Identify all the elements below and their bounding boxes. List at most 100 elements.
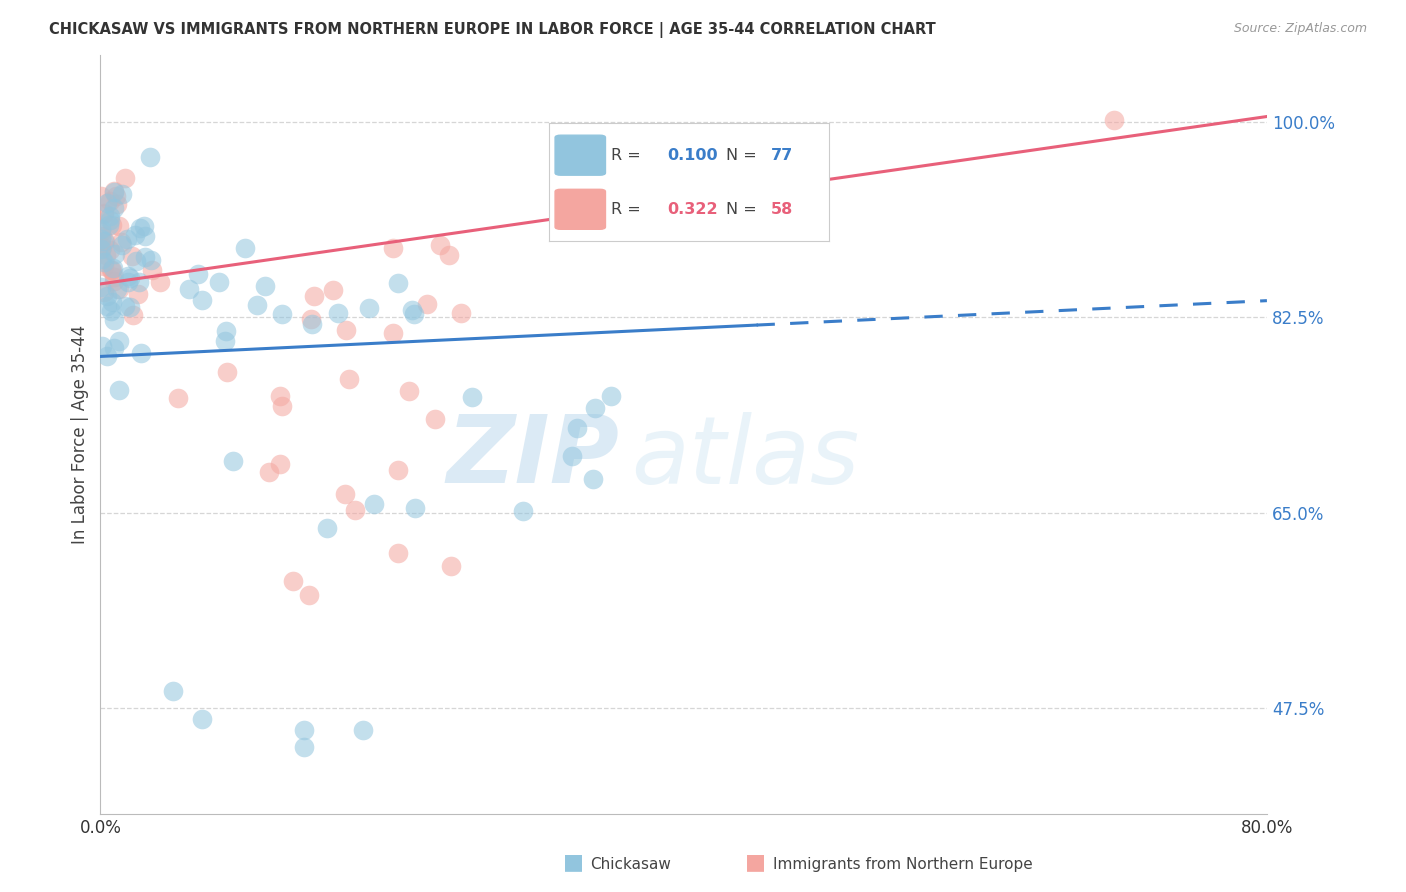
Point (101, 261, 124, 276)
Point (381, 241, 404, 255)
Point (114, 299, 136, 313)
Point (387, 463, 409, 477)
Point (352, 723, 374, 738)
Point (105, 282, 128, 296)
Point (567, 420, 589, 434)
Point (98, 194, 121, 208)
Point (215, 324, 238, 338)
Point (104, 188, 127, 202)
Point (402, 307, 425, 321)
Point (117, 232, 139, 246)
Point (343, 503, 366, 517)
Point (583, 401, 606, 415)
Point (93, 260, 115, 274)
Point (294, 739, 316, 754)
Point (103, 201, 125, 215)
Point (208, 275, 231, 289)
Point (96, 299, 118, 313)
Point (283, 574, 305, 588)
Point (91, 229, 114, 244)
Point (93, 207, 115, 221)
Point (100, 243, 122, 257)
Text: Immigrants from Northern Europe: Immigrants from Northern Europe (773, 857, 1033, 872)
Point (121, 250, 143, 264)
Point (398, 384, 420, 399)
Point (96, 289, 118, 303)
Point (120, 271, 142, 285)
Point (190, 293, 212, 308)
Point (134, 228, 156, 243)
Point (294, 723, 316, 738)
Point (90, 239, 112, 253)
Point (124, 227, 146, 242)
Point (90, 252, 112, 267)
Point (599, 388, 621, 402)
Point (437, 247, 460, 261)
Text: ■: ■ (745, 853, 766, 872)
Point (96, 196, 118, 211)
Point (103, 275, 125, 289)
Point (93, 206, 115, 220)
Point (363, 497, 385, 511)
Point (214, 334, 236, 348)
Point (108, 219, 131, 234)
Point (359, 301, 381, 315)
Point (90, 221, 112, 235)
Point (118, 300, 141, 314)
Point (1102, 112, 1125, 127)
Point (316, 521, 339, 535)
Point (269, 457, 291, 471)
Text: ZIP: ZIP (447, 411, 620, 503)
Point (128, 275, 150, 289)
Point (122, 308, 145, 322)
Point (401, 303, 423, 318)
Point (108, 281, 131, 295)
Point (141, 262, 163, 277)
Point (429, 238, 451, 252)
Point (103, 341, 125, 355)
Point (114, 170, 136, 185)
Point (322, 283, 344, 297)
Point (134, 250, 156, 264)
Point (304, 289, 326, 303)
Point (111, 238, 134, 252)
Point (110, 235, 132, 249)
Point (93, 254, 115, 268)
Point (129, 221, 152, 235)
Point (301, 317, 323, 331)
Point (269, 389, 291, 403)
Point (149, 276, 172, 290)
Point (512, 504, 534, 518)
Point (94, 248, 117, 262)
Point (90, 279, 112, 293)
Point (440, 558, 463, 573)
Point (387, 277, 409, 291)
Point (423, 411, 446, 425)
Point (103, 185, 125, 199)
Point (90, 225, 112, 239)
Point (91, 339, 114, 353)
Text: CHICKASAW VS IMMIGRANTS FROM NORTHERN EUROPE IN LABOR FORCE | AGE 35-44 CORRELAT: CHICKASAW VS IMMIGRANTS FROM NORTHERN EU… (49, 22, 936, 38)
Point (103, 270, 125, 285)
Point (103, 313, 125, 327)
Point (404, 501, 426, 516)
Point (127, 286, 149, 301)
Text: atlas: atlas (631, 412, 859, 503)
Point (298, 588, 321, 602)
Point (97, 218, 120, 232)
Point (222, 454, 245, 468)
Point (335, 323, 357, 337)
Point (582, 472, 605, 486)
Point (103, 246, 125, 260)
Point (450, 306, 472, 320)
Point (461, 391, 484, 405)
Point (191, 712, 214, 726)
Point (561, 449, 583, 463)
Point (96, 350, 118, 364)
Point (382, 326, 405, 340)
Point (101, 218, 124, 232)
Point (167, 391, 190, 405)
Point (246, 298, 269, 312)
Point (179, 282, 201, 296)
Point (108, 384, 131, 398)
